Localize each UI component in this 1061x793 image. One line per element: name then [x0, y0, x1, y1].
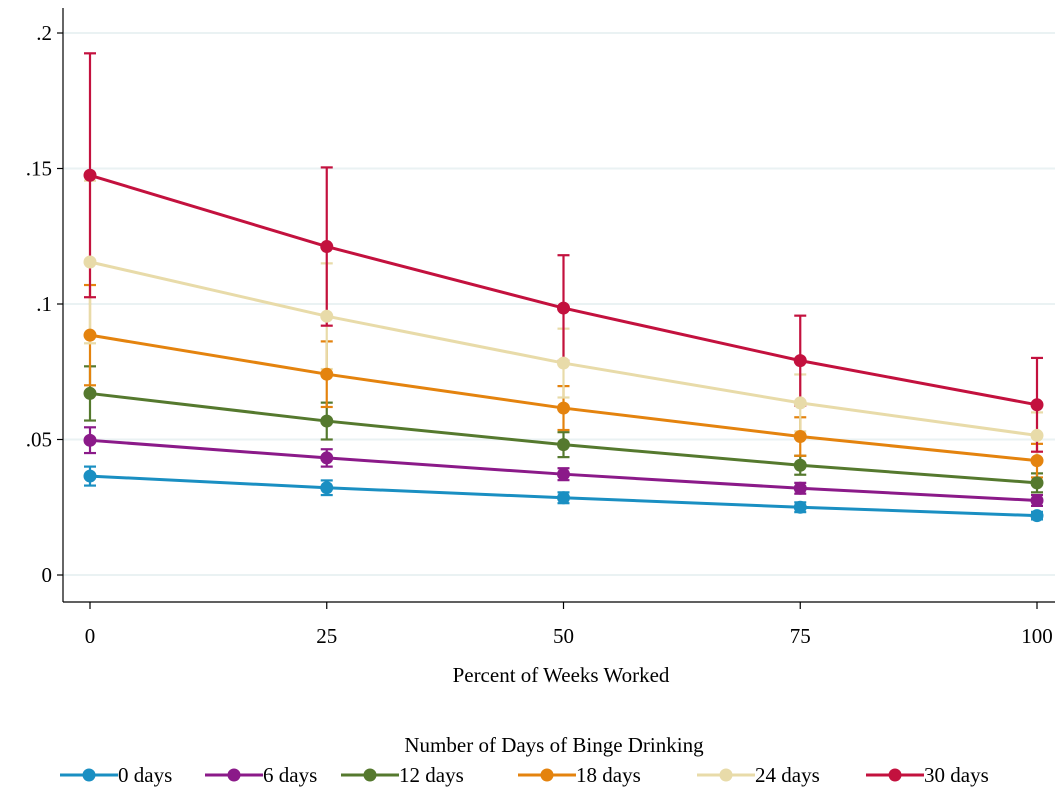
data-point [1030, 493, 1044, 507]
data-point [557, 467, 570, 481]
data-point [793, 430, 807, 444]
legend-label: 6 days [263, 763, 317, 787]
data-point [557, 356, 570, 370]
legend-title: Number of Days of Binge Drinking [404, 733, 704, 757]
legend-label: 30 days [924, 763, 989, 787]
legend-marker [719, 768, 733, 782]
y-ticks: 0 .05 .1 .15 .2 [26, 21, 63, 587]
data-point [793, 354, 807, 368]
x-tick-label: 0 [85, 624, 96, 648]
legend-marker [82, 768, 96, 782]
y-tick-label: .15 [26, 157, 52, 181]
data-point [1030, 398, 1044, 412]
legend-marker [888, 768, 902, 782]
data-point [1030, 428, 1044, 442]
legend-item: 6 days [205, 763, 317, 787]
legend-item: 12 days [341, 763, 464, 787]
data-point [557, 491, 570, 505]
y-tick-label: .2 [36, 21, 52, 45]
data-point [320, 240, 334, 254]
legend-item: 24 days [697, 763, 820, 787]
data-point [83, 255, 97, 269]
data-point [83, 433, 97, 447]
data-point [83, 328, 97, 342]
data-point [320, 309, 334, 323]
series-points [83, 168, 1044, 523]
x-tick-label: 100 [1021, 624, 1053, 648]
data-point [320, 451, 334, 465]
data-point [83, 168, 97, 182]
x-ticks: 0 25 50 75 100 [85, 602, 1053, 648]
data-point [793, 500, 807, 514]
data-point [557, 438, 570, 452]
data-point [557, 301, 570, 315]
data-point [1030, 476, 1044, 490]
data-point [793, 396, 807, 410]
data-point [1030, 509, 1044, 523]
y-tick-label: .1 [36, 292, 52, 316]
data-point [793, 458, 807, 472]
data-point [320, 367, 334, 381]
legend-label: 24 days [755, 763, 820, 787]
legend-label: 12 days [399, 763, 464, 787]
data-point [83, 386, 97, 400]
legend-marker [227, 768, 241, 782]
x-tick-label: 50 [553, 624, 574, 648]
x-tick-label: 25 [316, 624, 337, 648]
legend-item: 18 days [518, 763, 641, 787]
x-tick-label: 75 [790, 624, 811, 648]
axes [62, 8, 1055, 603]
data-point [83, 469, 97, 483]
data-point [320, 481, 334, 495]
legend-label: 0 days [118, 763, 172, 787]
legend-marker [363, 768, 377, 782]
y-tick-label: .05 [26, 428, 52, 452]
x-axis-title: Percent of Weeks Worked [453, 663, 670, 687]
legend: 0 days 6 days 12 days 18 days 24 days 30 days [60, 763, 989, 787]
data-point [557, 401, 570, 415]
legend-item: 0 days [60, 763, 172, 787]
legend-label: 18 days [576, 763, 641, 787]
y-tick-label: 0 [42, 563, 53, 587]
legend-marker [540, 768, 554, 782]
data-point [793, 481, 807, 495]
data-point [1030, 454, 1044, 468]
legend-item: 30 days [866, 763, 989, 787]
data-point [320, 414, 334, 428]
